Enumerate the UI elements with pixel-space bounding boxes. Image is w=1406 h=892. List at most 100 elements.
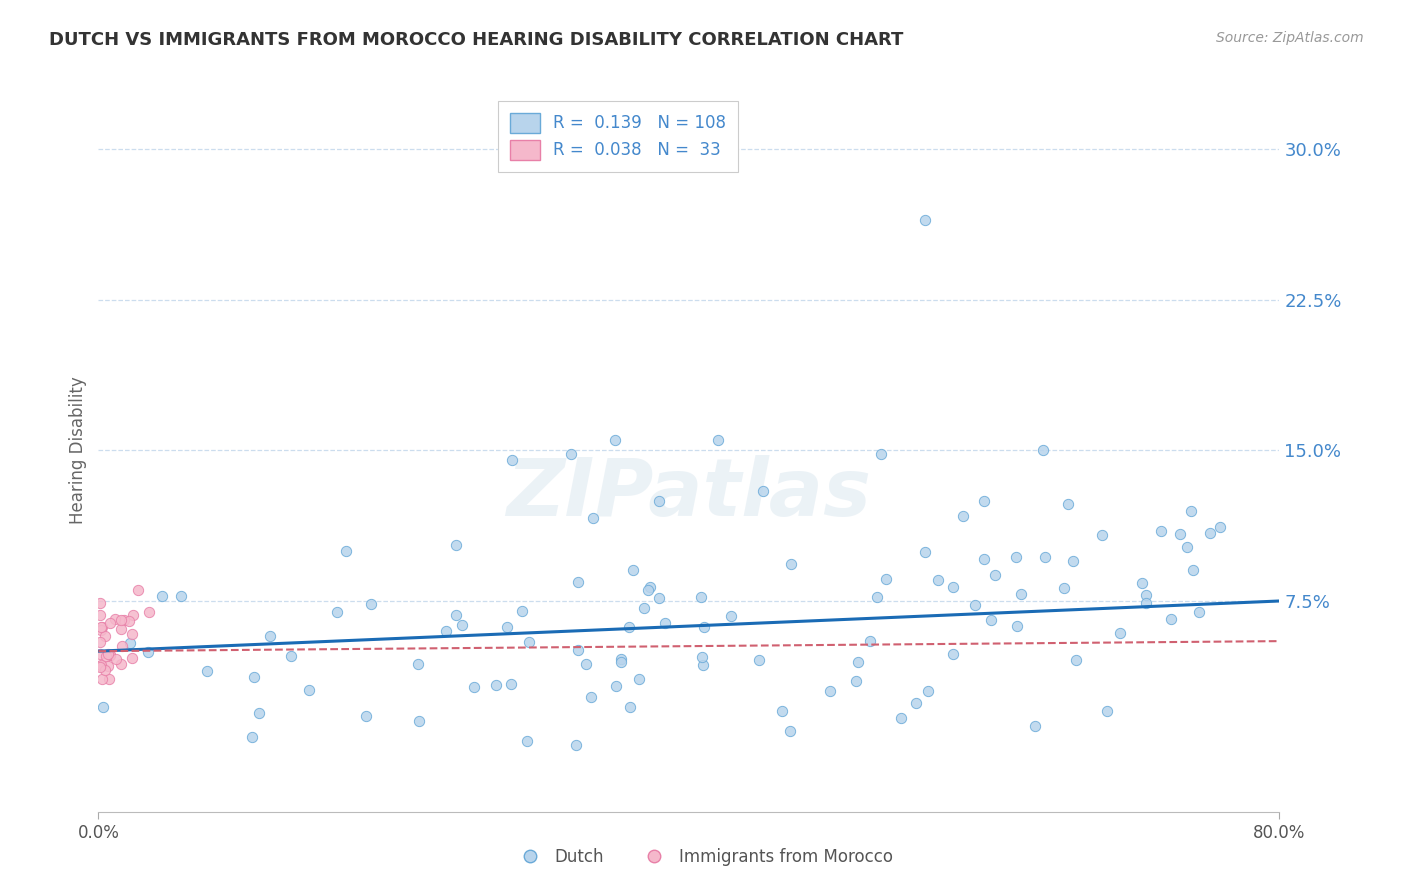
Point bbox=[973, 493, 995, 508]
Point bbox=[579, 690, 602, 705]
Point bbox=[927, 573, 949, 587]
Point bbox=[170, 589, 193, 603]
Point bbox=[325, 606, 347, 620]
Point bbox=[1064, 653, 1087, 667]
Point bbox=[510, 604, 533, 618]
Point bbox=[112, 613, 135, 627]
Point bbox=[1032, 443, 1054, 458]
Point bbox=[121, 650, 143, 665]
Point bbox=[122, 607, 145, 622]
Point bbox=[451, 618, 474, 632]
Legend: Dutch, Immigrants from Morocco: Dutch, Immigrants from Morocco bbox=[506, 842, 900, 873]
Point bbox=[779, 723, 801, 738]
Point bbox=[335, 544, 357, 558]
Point bbox=[748, 653, 770, 667]
Point bbox=[905, 696, 928, 710]
Point bbox=[942, 647, 965, 661]
Point bbox=[444, 538, 467, 552]
Point bbox=[952, 508, 974, 523]
Point bbox=[247, 706, 270, 720]
Point bbox=[648, 591, 671, 605]
Point bbox=[865, 591, 887, 605]
Point bbox=[110, 657, 132, 671]
Point bbox=[780, 557, 803, 571]
Point bbox=[1150, 524, 1173, 538]
Point bbox=[564, 738, 586, 752]
Point bbox=[117, 614, 139, 628]
Point bbox=[654, 615, 676, 630]
Point bbox=[104, 612, 127, 626]
Point bbox=[605, 679, 627, 693]
Point bbox=[575, 657, 598, 672]
Point bbox=[1175, 540, 1198, 554]
Point bbox=[89, 659, 111, 673]
Text: DUTCH VS IMMIGRANTS FROM MOROCCO HEARING DISABILITY CORRELATION CHART: DUTCH VS IMMIGRANTS FROM MOROCCO HEARING… bbox=[49, 31, 904, 49]
Point bbox=[408, 714, 430, 728]
Point bbox=[463, 680, 485, 694]
Point bbox=[280, 648, 302, 663]
Point bbox=[914, 212, 936, 227]
Point bbox=[859, 634, 882, 648]
Point bbox=[984, 568, 1007, 582]
Point bbox=[98, 616, 121, 631]
Point bbox=[195, 664, 218, 678]
Point bbox=[517, 635, 540, 649]
Point bbox=[121, 627, 143, 641]
Point bbox=[560, 448, 582, 462]
Point bbox=[436, 624, 458, 639]
Point bbox=[963, 599, 986, 613]
Point bbox=[870, 448, 893, 462]
Point bbox=[1168, 526, 1191, 541]
Point bbox=[1188, 605, 1211, 619]
Point bbox=[516, 734, 538, 748]
Point bbox=[1109, 625, 1132, 640]
Point bbox=[914, 545, 936, 559]
Point bbox=[1053, 582, 1076, 596]
Point bbox=[690, 650, 713, 665]
Point bbox=[1209, 519, 1232, 533]
Point bbox=[648, 493, 671, 508]
Point bbox=[638, 580, 661, 594]
Point bbox=[1180, 503, 1202, 517]
Point bbox=[354, 709, 377, 723]
Point bbox=[240, 730, 263, 744]
Point bbox=[94, 664, 117, 678]
Point bbox=[360, 597, 382, 611]
Point bbox=[91, 700, 114, 714]
Point bbox=[444, 607, 467, 622]
Point bbox=[973, 552, 995, 566]
Point bbox=[619, 699, 641, 714]
Point bbox=[501, 453, 523, 467]
Point bbox=[637, 583, 659, 598]
Point bbox=[105, 651, 128, 665]
Point bbox=[501, 677, 523, 691]
Point bbox=[243, 670, 266, 684]
Point bbox=[495, 620, 517, 634]
Point bbox=[94, 648, 117, 663]
Point bbox=[110, 613, 132, 627]
Point bbox=[980, 613, 1002, 627]
Y-axis label: Hearing Disability: Hearing Disability bbox=[69, 376, 87, 524]
Point bbox=[567, 574, 589, 589]
Point bbox=[1181, 563, 1204, 577]
Point bbox=[94, 629, 117, 643]
Point bbox=[1091, 528, 1114, 542]
Point bbox=[770, 705, 793, 719]
Point bbox=[890, 711, 912, 725]
Point bbox=[98, 673, 121, 687]
Point bbox=[90, 673, 112, 687]
Point bbox=[89, 635, 111, 649]
Point bbox=[633, 601, 655, 615]
Point bbox=[617, 620, 640, 634]
Point bbox=[1132, 576, 1154, 591]
Point bbox=[610, 655, 633, 669]
Point bbox=[720, 609, 742, 624]
Point bbox=[89, 647, 111, 661]
Point bbox=[1160, 612, 1182, 626]
Point bbox=[96, 647, 118, 661]
Legend: R =  0.139   N = 108, R =  0.038   N =  33: R = 0.139 N = 108, R = 0.038 N = 33 bbox=[498, 101, 738, 172]
Point bbox=[259, 630, 281, 644]
Point bbox=[91, 620, 114, 634]
Point bbox=[89, 660, 111, 674]
Point bbox=[692, 657, 714, 672]
